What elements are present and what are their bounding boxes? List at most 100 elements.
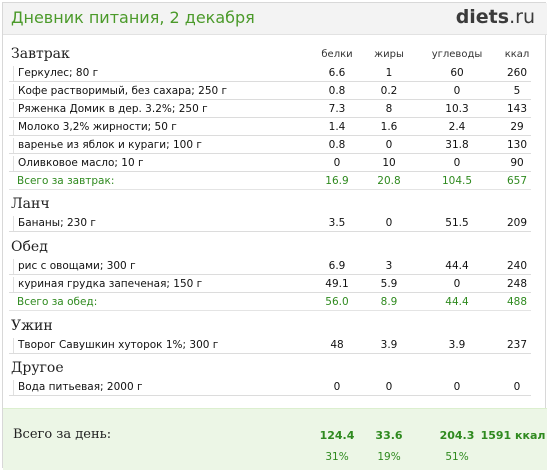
food-kcal: 260 [506, 67, 528, 79]
food-row[interactable]: Оливковое масло; 10 г 0 10 0 90 [9, 155, 531, 172]
meal-total-label: Всего за завтрак: [17, 175, 115, 187]
food-row[interactable]: Вода питьевая; 2000 г 0 0 0 0 [9, 379, 531, 396]
food-name: куриная грудка запеченая; 150 г [13, 277, 202, 292]
logo-suffix: .ru [509, 6, 535, 28]
food-carbs: 0 [453, 85, 461, 97]
food-fat: 3.9 [380, 339, 398, 351]
day-total-carbs: 204.3 [439, 429, 475, 442]
food-carbs: 2.4 [448, 121, 466, 133]
food-name: варенье из яблок и кураги; 100 г [13, 138, 202, 153]
food-carbs: 0 [453, 381, 461, 393]
food-name: Оливковое масло; 10 г [13, 156, 144, 171]
day-fat-percent: 19% [377, 451, 401, 463]
food-fat: 1 [385, 67, 393, 79]
food-row[interactable]: Бананы; 230 г 3.5 0 51.5 209 [9, 215, 531, 232]
food-kcal: 209 [506, 217, 528, 229]
meal-total-row: Всего за завтрак: 16.9 20.8 104.5 657 [9, 173, 531, 190]
day-total-fat: 33.6 [375, 429, 403, 442]
food-protein: 48 [330, 339, 344, 351]
column-header-protein: белки [321, 49, 353, 60]
food-carbs: 3.9 [448, 339, 466, 351]
food-kcal: 0 [513, 381, 521, 393]
day-carbs-percent: 51% [445, 451, 469, 463]
food-fat: 1.6 [380, 121, 398, 133]
food-fat: 0 [385, 381, 393, 393]
total-kcal: 657 [506, 175, 528, 187]
food-protein: 0 [333, 381, 341, 393]
site-logo[interactable]: diets.ru [456, 6, 535, 28]
meal-title-breakfast: Завтрак [11, 46, 70, 62]
food-carbs: 51.5 [445, 217, 469, 229]
meal-title-dinner: Обед [11, 239, 48, 255]
food-protein: 0.8 [328, 85, 346, 97]
food-kcal: 143 [506, 103, 528, 115]
food-kcal: 248 [506, 278, 528, 290]
food-kcal: 130 [506, 139, 528, 151]
food-row[interactable]: Ряженка Домик в дер. 3.2%; 250 г 7.3 8 1… [9, 101, 531, 118]
food-row[interactable]: Кофе растворимый, без сахара; 250 г 0.8 … [9, 83, 531, 100]
meal-title-other: Другое [11, 360, 64, 376]
food-kcal: 237 [506, 339, 528, 351]
header-bar: Дневник питания, 2 декабря diets.ru [3, 3, 547, 35]
food-carbs: 0 [453, 157, 461, 169]
food-protein: 7.3 [328, 103, 346, 115]
food-fat: 5.9 [380, 278, 398, 290]
meal-title-supper: Ужин [11, 318, 53, 334]
food-name: Вода питьевая; 2000 г [13, 380, 143, 395]
food-name: Геркулес; 80 г [13, 66, 98, 81]
food-row[interactable]: Молоко 3,2% жирности; 50 г 1.4 1.6 2.4 2… [9, 119, 531, 136]
column-header-carbs: углеводы [431, 49, 483, 60]
total-protein: 16.9 [325, 175, 349, 187]
food-protein: 6.6 [328, 67, 346, 79]
day-protein-percent: 31% [325, 451, 349, 463]
food-name: Молоко 3,2% жирности; 50 г [13, 120, 177, 135]
food-carbs: 60 [450, 67, 464, 79]
food-carbs: 31.8 [445, 139, 469, 151]
total-carbs: 104.5 [441, 175, 473, 187]
food-protein: 6.9 [328, 260, 346, 272]
food-row[interactable]: рис с овощами; 300 г 6.9 3 44.4 240 [9, 258, 531, 275]
food-name: Кофе растворимый, без сахара; 250 г [13, 84, 227, 99]
food-fat: 10 [382, 157, 396, 169]
food-row[interactable]: Геркулес; 80 г 6.6 1 60 260 [9, 65, 531, 82]
meal-title-lunch: Ланч [11, 196, 50, 212]
food-carbs: 10.3 [445, 103, 469, 115]
total-kcal: 488 [506, 296, 528, 308]
food-protein: 1.4 [328, 121, 346, 133]
total-fat: 8.9 [380, 296, 398, 308]
logo-main: diets [455, 6, 510, 28]
food-name: Бананы; 230 г [13, 216, 96, 231]
food-kcal: 90 [510, 157, 524, 169]
meal-total-row: Всего за обед: 56.0 8.9 44.4 488 [9, 294, 531, 311]
total-protein: 56.0 [325, 296, 349, 308]
food-kcal: 5 [513, 85, 521, 97]
food-kcal: 29 [510, 121, 524, 133]
food-carbs: 44.4 [445, 260, 469, 272]
food-fat: 0.2 [380, 85, 398, 97]
food-row[interactable]: варенье из яблок и кураги; 100 г 0.8 0 3… [9, 137, 531, 154]
food-protein: 49.1 [325, 278, 349, 290]
total-carbs: 44.4 [445, 296, 469, 308]
column-header-kcal: ккал [504, 49, 530, 60]
column-header-fat: жиры [374, 49, 404, 60]
food-name: Ряженка Домик в дер. 3.2%; 250 г [13, 102, 208, 117]
food-row[interactable]: куриная грудка запеченая; 150 г 49.1 5.9… [9, 276, 531, 293]
food-carbs: 0 [453, 278, 461, 290]
food-fat: 8 [385, 103, 393, 115]
day-total-kcal: 1591 ккал [480, 429, 546, 442]
food-protein: 0.8 [328, 139, 346, 151]
food-fat: 0 [385, 217, 393, 229]
food-fat: 0 [385, 139, 393, 151]
food-fat: 3 [385, 260, 393, 272]
day-total-label: Всего за день: [13, 427, 112, 442]
meal-total-label: Всего за обед: [17, 296, 98, 308]
food-protein: 0 [333, 157, 341, 169]
food-protein: 3.5 [328, 217, 346, 229]
food-name: рис с овощами; 300 г [13, 259, 136, 274]
day-total-block: Всего за день: 124.4 33.6 204.3 1591 кка… [3, 408, 547, 470]
day-total-protein: 124.4 [319, 429, 355, 442]
total-fat: 20.8 [377, 175, 401, 187]
page-title: Дневник питания, 2 декабря [11, 8, 255, 27]
food-row[interactable]: Творог Савушкин хуторок 1%; 300 г 48 3.9… [9, 337, 531, 354]
